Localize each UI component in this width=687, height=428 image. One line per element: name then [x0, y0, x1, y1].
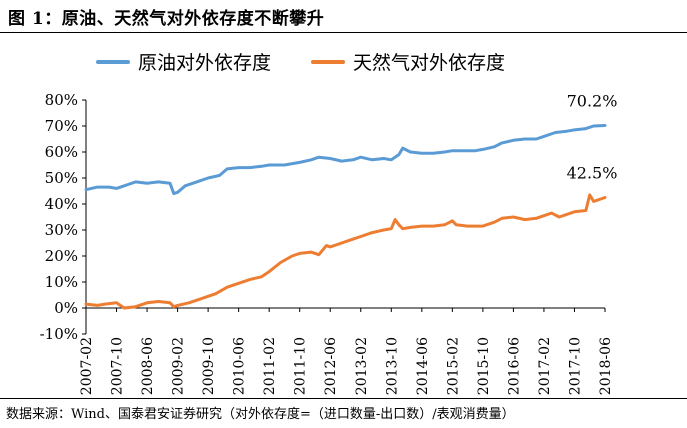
legend-label-crude: 原油对外依存度 [138, 52, 272, 74]
x-tick-label: 2008-06 [140, 337, 156, 395]
legend-item-crude: 原油对外依存度 [96, 48, 271, 75]
legend-swatch-crude [96, 59, 130, 64]
x-tick-label: 2009-10 [201, 337, 217, 395]
chart-legend: 原油对外依存度 天然气对外依存度 [96, 48, 545, 75]
x-tick-label: 2014-06 [415, 337, 431, 395]
x-tick-label: 2011-10 [293, 337, 309, 395]
x-tick-label: 2013-02 [354, 337, 370, 395]
y-tick-label: 60% [45, 143, 78, 161]
x-tick-label: 2007-02 [79, 337, 95, 395]
x-tick-label: 2015-02 [445, 337, 461, 395]
dependency-line-chart: -10% 0% 10% 20% 30% 40% 50% 60% 70% 80% 2007-02 200… [40, 91, 618, 395]
x-tick-label: 2007-10 [110, 337, 126, 395]
natural-gas-line [84, 193, 607, 310]
x-tick-label: 2009-02 [171, 337, 187, 395]
y-tick-label: 80% [45, 91, 78, 109]
x-tick-label: 2017-10 [567, 337, 583, 395]
y-tick-label: 20% [45, 247, 78, 265]
legend-swatch-gas [311, 59, 346, 64]
x-tick-label: 2012-06 [323, 337, 339, 395]
bottom-rule [0, 398, 687, 399]
x-tick-label: 2011-02 [262, 337, 278, 395]
y-tick-label: 70% [45, 117, 78, 135]
y-tick-label: 0% [54, 299, 78, 317]
x-tick-label: 2013-10 [384, 337, 400, 395]
source-note: 数据来源：Wind、国泰君安证券研究（对外依存度=（进口数量-出口数）/表观消费… [6, 407, 515, 422]
legend-label-gas: 天然气对外依存度 [353, 52, 506, 74]
y-tick-label: -10% [40, 325, 78, 343]
x-tick-label: 2016-06 [506, 337, 522, 395]
figure-title: 图 1：原油、天然气对外依存度不断攀升 [8, 9, 325, 29]
natural-gas-end-label: 42.5% [567, 164, 618, 183]
top-rule [0, 32, 687, 33]
y-tick-label: 30% [45, 221, 78, 239]
y-tick-label: 10% [45, 273, 78, 291]
x-tick-label: 2015-10 [476, 337, 492, 395]
y-tick-label: 40% [45, 195, 78, 213]
crude-oil-end-label: 70.2% [567, 91, 618, 110]
x-tick-label: 2010-06 [232, 337, 248, 395]
crude-oil-line [84, 124, 607, 196]
x-tick-label: 2018-06 [598, 337, 614, 395]
legend-item-gas: 天然气对外依存度 [311, 48, 505, 75]
y-tick-label: 50% [45, 169, 78, 187]
x-tick-label: 2017-02 [537, 337, 553, 395]
